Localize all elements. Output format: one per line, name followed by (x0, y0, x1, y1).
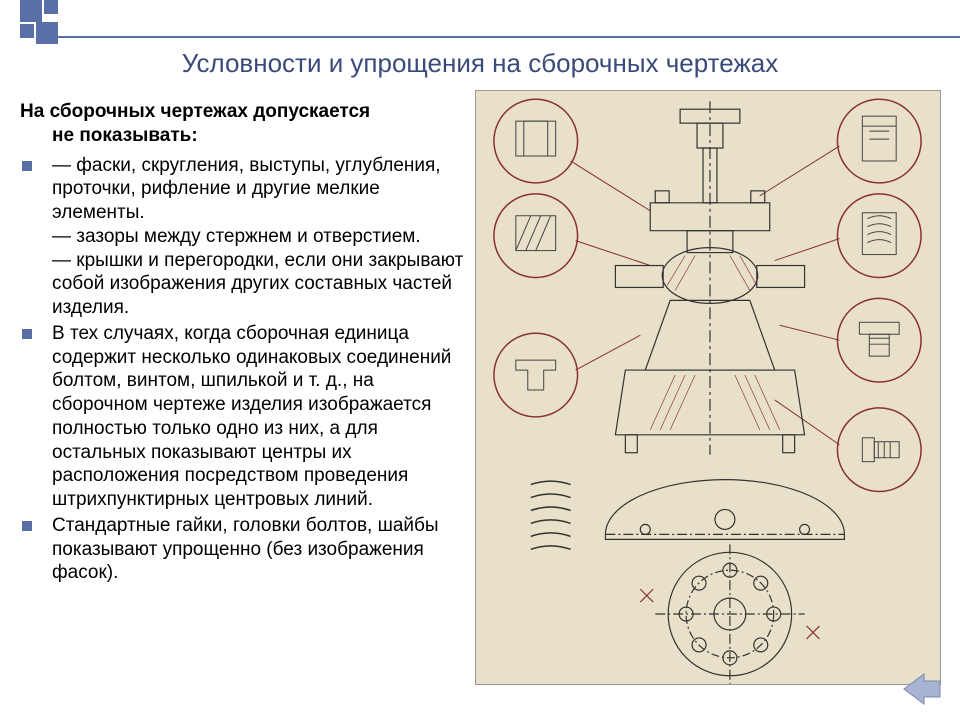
bullet-2: В тех случаях, когда сборочная единица с… (20, 322, 465, 512)
back-arrow-icon (902, 670, 942, 708)
heading-line-2: не показывать: (20, 125, 198, 146)
bullet-1: — фаски, скругления, выступы, углубления… (20, 154, 465, 320)
bullet-3: Стандартные гайки, головки болтов, шайбы… (20, 514, 465, 585)
slide-decoration (0, 0, 960, 46)
content-heading: На сборочных чертежах допускается не пок… (20, 100, 465, 148)
deco-square-3 (20, 24, 34, 38)
drawing-svg (476, 91, 940, 684)
deco-square-4 (36, 22, 58, 44)
heading-line-1: На сборочных чертежах допускается (20, 101, 370, 122)
bullet-list: — фаски, скругления, выступы, углубления… (20, 154, 465, 586)
back-button[interactable] (902, 670, 942, 708)
engineering-drawing (475, 90, 941, 685)
slide-title: Условности и упрощения на сборочных черт… (0, 48, 960, 79)
deco-line (58, 36, 960, 38)
deco-square-1 (20, 0, 42, 22)
text-content: На сборочных чертежах допускается не пок… (20, 100, 465, 587)
deco-square-2 (44, 0, 58, 14)
